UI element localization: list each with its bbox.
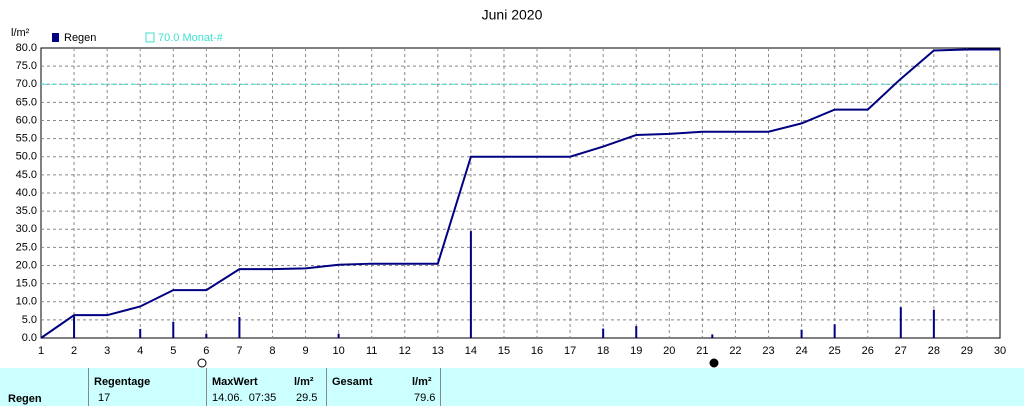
y-axis-label: l/m² [11,27,30,39]
bar [800,329,803,338]
x-tick-label: 18 [597,345,609,357]
x-tick-label: 27 [895,345,907,357]
bar [139,328,142,338]
header: Regentage [94,376,151,388]
y-tick-label: 60.0 [16,114,37,126]
x-tick-label: 7 [236,345,242,357]
divider [88,368,89,406]
x-tick-label: 10 [332,345,344,357]
x-tick-label: 14 [465,345,477,357]
x-tick-label: 21 [696,345,708,357]
y-tick-label: 30.0 [16,223,37,235]
bar [73,316,76,338]
divider [440,368,441,406]
y-tick-label: 10.0 [16,296,37,308]
x-tick-label: 20 [663,345,675,357]
header: l/m² [294,376,314,388]
y-tick-label: 0.0 [22,332,37,344]
x-tick-label: 12 [399,345,411,357]
y-tick-label: 40.0 [16,187,37,199]
bar [932,309,935,338]
x-tick-label: 24 [795,345,807,357]
x-tick-label: 17 [564,345,576,357]
x-tick-label: 16 [531,345,543,357]
y-tick-label: 55.0 [16,133,37,145]
x-tick-label: 4 [137,345,143,357]
x-tick-label: 19 [630,345,642,357]
x-tick-label: 13 [432,345,444,357]
chart-title: Juni 2020 [482,7,543,23]
x-tick-label: 26 [862,345,874,357]
y-tick-label: 75.0 [16,60,37,72]
cell: 79.6 [414,392,436,404]
cell: 14.06. 07:35 [212,392,277,404]
x-tick-label: 22 [729,345,741,357]
legend-label: Regen [64,32,96,44]
x-tick-label: 3 [104,345,110,357]
cell: 17 [98,392,111,404]
x-tick-label: 8 [269,345,275,357]
bar [602,328,605,338]
y-tick-label: 15.0 [16,278,37,290]
x-tick-label: 15 [498,345,510,357]
x-tick-label: 5 [170,345,176,357]
bar [205,333,208,338]
header: MaxWert [212,376,258,388]
y-tick-label: 35.0 [16,205,37,217]
y-tick-label: 25.0 [16,241,37,253]
x-tick-label: 28 [928,345,940,357]
y-tick-label: 5.0 [22,314,37,326]
legend-label: 70.0 Monat-# [158,32,224,44]
row-label: Regen [8,393,42,405]
bar [238,316,241,338]
chart: Juni 2020 l/m² 0.0 5.0 10.0 15.0 20.0 25.0 30.… [11,7,1006,368]
header: l/m² [412,376,432,388]
x-tick-label: 1 [38,345,44,357]
cell: 29.5 [296,392,318,404]
bar [833,324,836,338]
moon-icon [197,358,207,368]
bar [711,334,714,338]
x-tick-label: 23 [762,345,774,357]
x-tick-label: 30 [994,345,1006,357]
header: Gesamt [332,376,373,388]
line [40,48,1000,339]
x-tick-label: 6 [203,345,209,357]
y-tick-label: 80.0 [16,42,37,54]
bar [469,231,472,338]
bar [899,307,902,338]
moon-icon [709,358,719,368]
bar [337,333,340,338]
x-tick-label: 9 [302,345,308,357]
legend-swatch [145,32,155,43]
x-tick-label: 25 [829,345,841,357]
summary-table: Regentage MaxWert l/m² Gesamt l/m² Regen… [0,368,1024,406]
x-tick-label: 11 [366,345,377,357]
y-tick-label: 70.0 [16,78,37,90]
bar [635,326,638,338]
legend-swatch [52,33,59,42]
y-tick-label: 65.0 [16,96,37,108]
y-tick-label: 50.0 [16,151,37,163]
bar [172,321,175,338]
y-tick-label: 45.0 [16,169,37,181]
x-tick-label: 29 [961,345,973,357]
plot-area [40,47,1001,339]
divider [206,368,207,406]
y-tick-label: 20.0 [16,259,37,271]
x-tick-label: 2 [71,345,77,357]
divider [326,368,327,406]
